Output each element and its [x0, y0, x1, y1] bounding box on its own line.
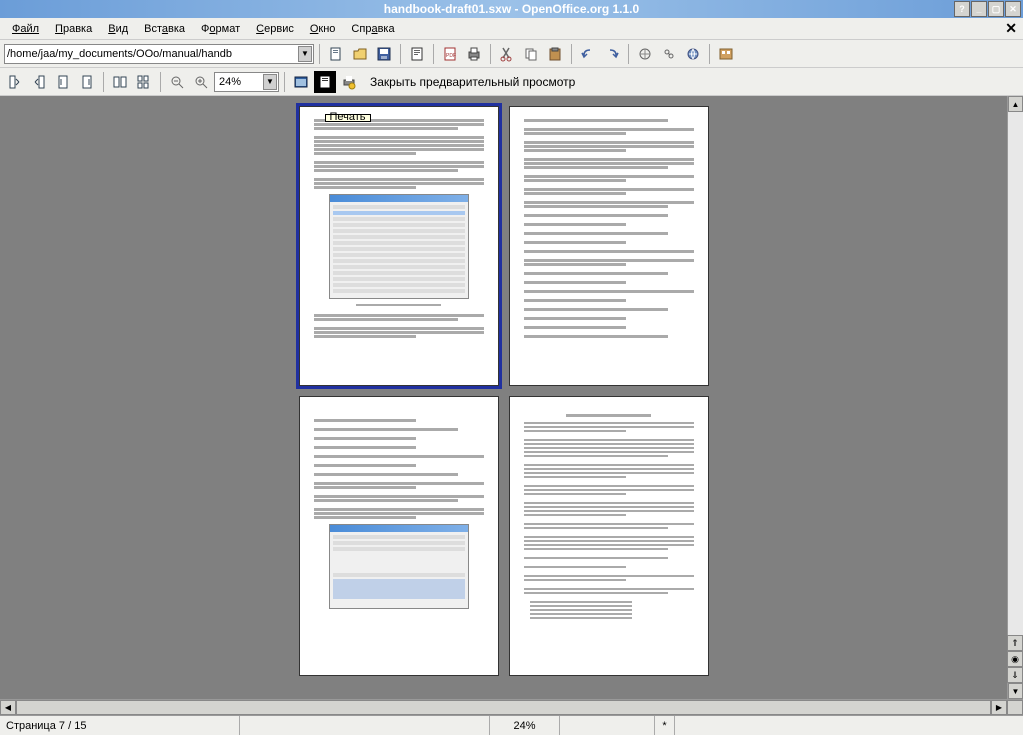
zoom-value: 24% — [219, 76, 241, 88]
page-thumbnail[interactable] — [299, 396, 499, 676]
horizontal-scrollbar[interactable]: ◀ ▶ — [0, 699, 1023, 715]
close-document-button[interactable]: ✕ — [1005, 20, 1017, 37]
pages-grid: Печать — [294, 106, 714, 676]
last-page-icon[interactable] — [76, 71, 98, 93]
link-icon[interactable] — [658, 43, 680, 65]
maximize-button[interactable]: ▢ — [988, 1, 1004, 17]
status-modified: * — [655, 716, 675, 735]
navigation-buttons: ⇑ ◉ ⇓ — [1007, 635, 1023, 683]
vertical-scrollbar[interactable]: ▲ ▼ — [1007, 96, 1023, 699]
print-tooltip: Печать — [325, 114, 371, 122]
redo-icon[interactable] — [601, 43, 623, 65]
print-preview-icon[interactable] — [314, 71, 336, 93]
menu-window[interactable]: Окно — [302, 21, 344, 37]
scroll-track[interactable] — [1008, 112, 1023, 683]
menu-tools[interactable]: Сервис — [248, 21, 302, 37]
menu-file[interactable]: Файл — [4, 21, 47, 37]
nav-target-icon[interactable]: ◉ — [1007, 651, 1023, 667]
zoom-select[interactable]: 24% ▼ — [214, 72, 279, 92]
edit-icon[interactable] — [406, 43, 428, 65]
hyperlink-icon[interactable] — [682, 43, 704, 65]
title-bar: handbook-draft01.sxw - OpenOffice.org 1.… — [0, 0, 1023, 18]
page-thumbnail[interactable] — [509, 396, 709, 676]
copy-icon[interactable] — [520, 43, 542, 65]
gallery-icon[interactable] — [715, 43, 737, 65]
main-toolbar: /home/jaa/my_documents/OOo/manual/handb … — [0, 40, 1023, 68]
scroll-up-button[interactable]: ▲ — [1008, 96, 1023, 112]
print-icon[interactable] — [463, 43, 485, 65]
hscroll-track[interactable] — [16, 700, 991, 715]
menu-bar: Файл Правка Вид Вставка Формат Сервис Ок… — [0, 18, 1023, 40]
pdf-export-icon[interactable]: PDF — [439, 43, 461, 65]
save-icon[interactable] — [373, 43, 395, 65]
new-doc-icon[interactable] — [325, 43, 347, 65]
minimize-button[interactable]: _ — [971, 1, 987, 17]
preview-toolbar: 24% ▼ Закрыть предварительный просмотр — [0, 68, 1023, 96]
path-dropdown-arrow[interactable]: ▼ — [298, 46, 312, 62]
status-cell-6 — [675, 716, 1023, 735]
preview-viewport[interactable]: Печать — [0, 96, 1007, 699]
prev-page-icon[interactable] — [4, 71, 26, 93]
undo-icon[interactable] — [577, 43, 599, 65]
hscroll-thumb[interactable] — [16, 700, 991, 715]
fullscreen-icon[interactable] — [290, 71, 312, 93]
page-thumbnail[interactable] — [509, 106, 709, 386]
status-cell-4 — [560, 716, 655, 735]
close-preview-link[interactable]: Закрыть предварительный просмотр — [370, 75, 575, 89]
status-zoom[interactable]: 24% — [490, 716, 560, 735]
window-controls: ? _ ▢ ✕ — [954, 1, 1021, 17]
scroll-left-button[interactable]: ◀ — [0, 700, 16, 715]
zoom-out-icon[interactable] — [166, 71, 188, 93]
cut-icon[interactable] — [496, 43, 518, 65]
menu-help[interactable]: Справка — [343, 21, 402, 37]
print-options-icon[interactable] — [338, 71, 360, 93]
content-area: Печать — [0, 96, 1023, 699]
nav-next-icon[interactable]: ⇓ — [1007, 667, 1023, 683]
zoom-dropdown-arrow[interactable]: ▼ — [263, 74, 277, 90]
two-pages-icon[interactable] — [109, 71, 131, 93]
svg-text:PDF: PDF — [446, 53, 456, 59]
title-text: handbook-draft01.sxw - OpenOffice.org 1.… — [384, 2, 639, 16]
status-page: Страница 7 / 15 — [0, 716, 240, 735]
first-page-icon[interactable] — [52, 71, 74, 93]
page-thumbnail[interactable]: Печать — [299, 106, 499, 386]
path-text: /home/jaa/my_documents/OOo/manual/handb — [7, 48, 232, 60]
paste-icon[interactable] — [544, 43, 566, 65]
status-cell-2 — [240, 716, 490, 735]
next-page-icon[interactable] — [28, 71, 50, 93]
menu-view[interactable]: Вид — [100, 21, 136, 37]
menu-edit[interactable]: Правка — [47, 21, 100, 37]
scroll-right-button[interactable]: ▶ — [991, 700, 1007, 715]
zoom-in-icon[interactable] — [190, 71, 212, 93]
menu-format[interactable]: Формат — [193, 21, 248, 37]
navigator-icon[interactable] — [634, 43, 656, 65]
menu-insert[interactable]: Вставка — [136, 21, 193, 37]
nav-prev-icon[interactable]: ⇑ — [1007, 635, 1023, 651]
path-input[interactable]: /home/jaa/my_documents/OOo/manual/handb … — [4, 44, 314, 64]
multi-pages-icon[interactable] — [133, 71, 155, 93]
close-window-button[interactable]: ✕ — [1005, 1, 1021, 17]
status-bar: Страница 7 / 15 24% * — [0, 715, 1023, 735]
scroll-down-button[interactable]: ▼ — [1008, 683, 1023, 699]
open-icon[interactable] — [349, 43, 371, 65]
help-window-button[interactable]: ? — [954, 1, 970, 17]
